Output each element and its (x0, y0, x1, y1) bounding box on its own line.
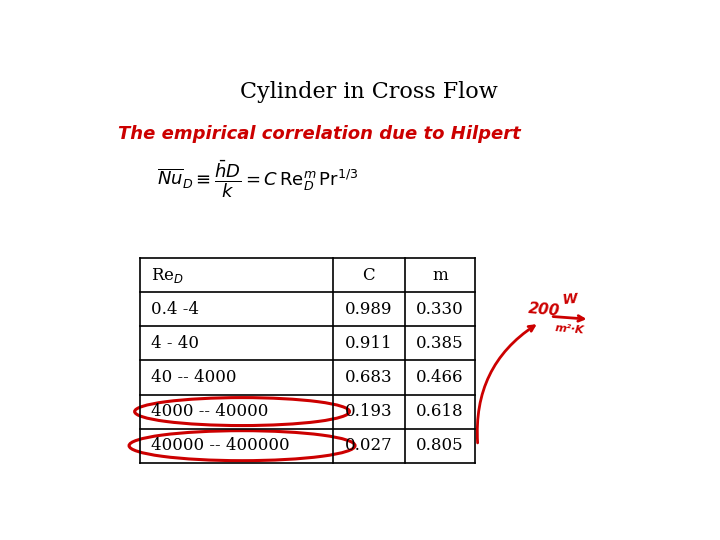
Text: The empirical correlation due to Hilpert: The empirical correlation due to Hilpert (118, 125, 521, 143)
Text: $\overline{Nu}_D \equiv \dfrac{\bar{h}D}{k} = C\,\mathrm{Re}_D^m\,\mathrm{Pr}^{1: $\overline{Nu}_D \equiv \dfrac{\bar{h}D}… (157, 158, 358, 200)
Text: Cylinder in Cross Flow: Cylinder in Cross Flow (240, 82, 498, 104)
Text: 0.4 -4: 0.4 -4 (151, 301, 199, 318)
Text: 200: 200 (528, 301, 561, 319)
Text: 0.193: 0.193 (345, 403, 392, 420)
Text: 4000 -- 40000: 4000 -- 40000 (151, 403, 269, 420)
Text: 0.683: 0.683 (345, 369, 392, 386)
Text: m²·K: m²·K (555, 322, 585, 335)
Text: 0.385: 0.385 (416, 335, 464, 352)
Text: 40000 -- 400000: 40000 -- 400000 (151, 437, 290, 454)
Text: 40 -- 4000: 40 -- 4000 (151, 369, 237, 386)
Text: Re$_D$: Re$_D$ (151, 266, 184, 285)
Text: C: C (362, 267, 375, 284)
Text: 0.911: 0.911 (345, 335, 392, 352)
Text: m: m (432, 267, 448, 284)
Text: 0.618: 0.618 (416, 403, 464, 420)
Text: 0.805: 0.805 (416, 437, 464, 454)
Text: 0.466: 0.466 (416, 369, 464, 386)
Text: 0.330: 0.330 (416, 301, 464, 318)
Text: W: W (562, 292, 578, 307)
Text: 4 - 40: 4 - 40 (151, 335, 199, 352)
Text: 0.989: 0.989 (345, 301, 392, 318)
Text: 0.027: 0.027 (345, 437, 392, 454)
